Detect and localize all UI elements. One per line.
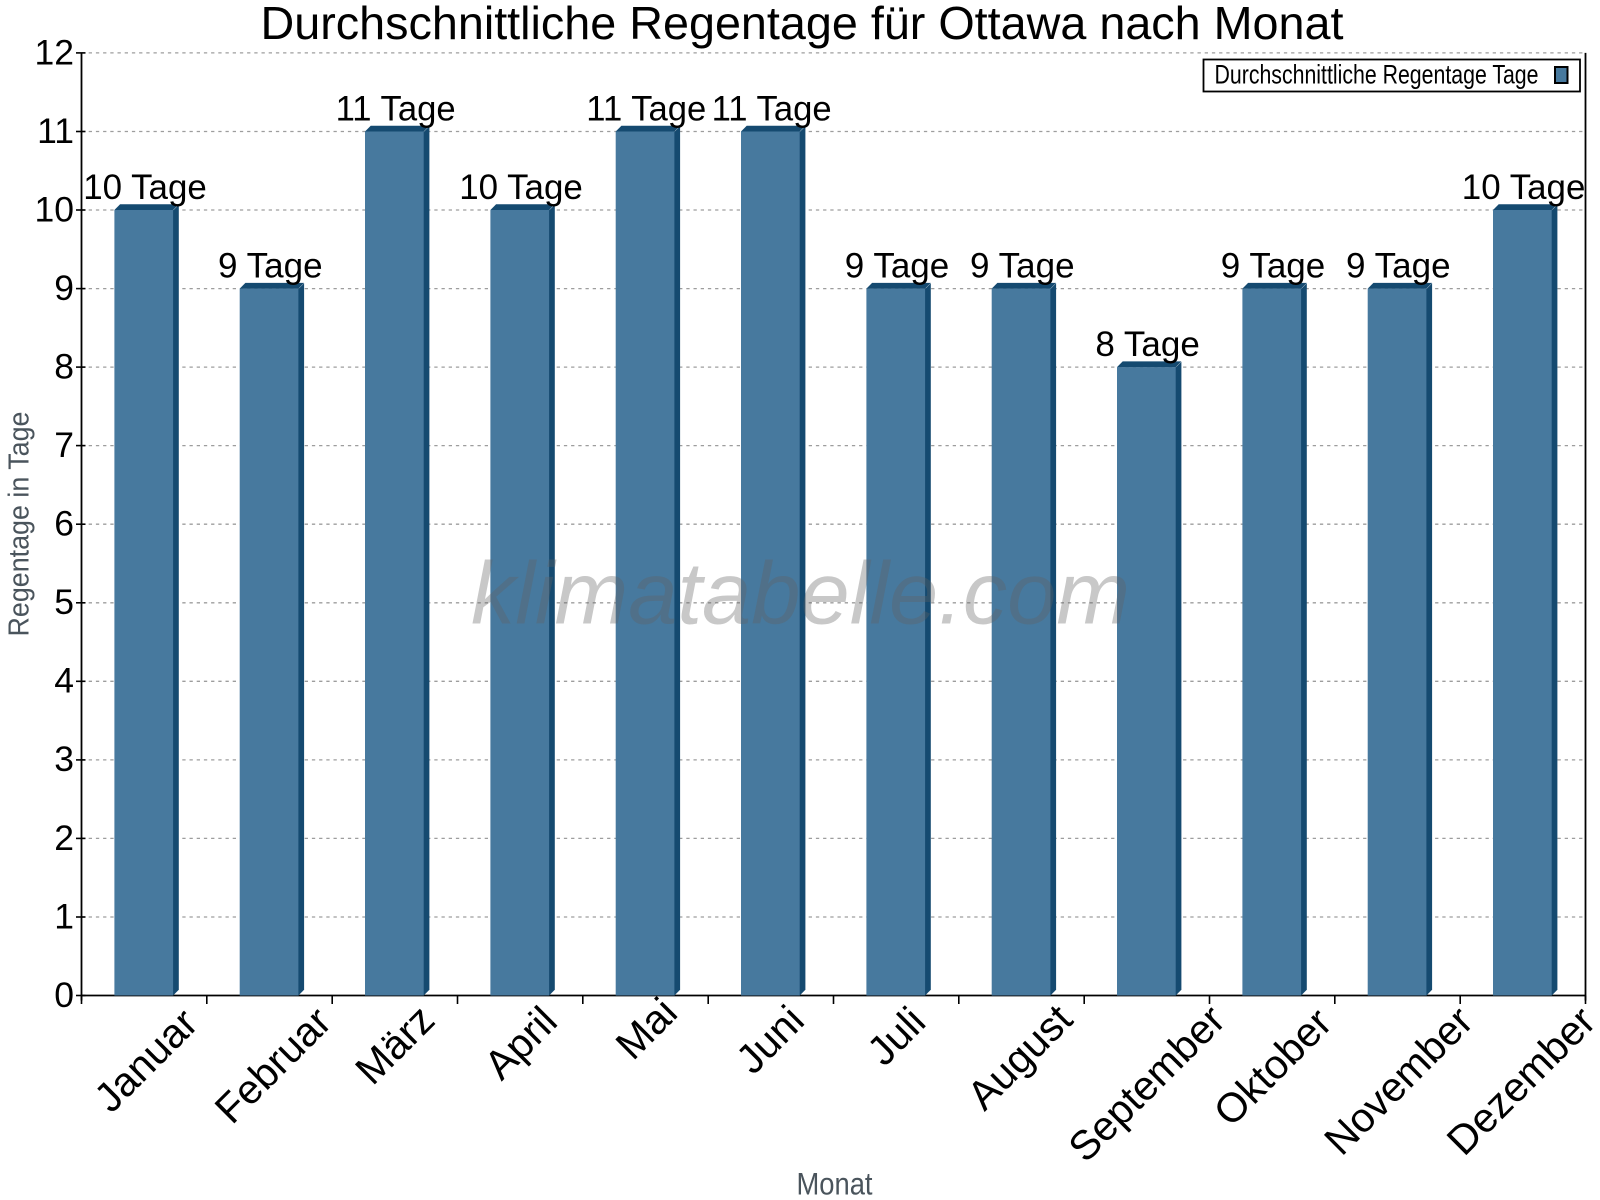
- svg-text:1: 1: [54, 896, 74, 936]
- svg-text:4: 4: [54, 661, 74, 701]
- svg-text:10 Tage: 10 Tage: [459, 168, 583, 207]
- svg-text:10 Tage: 10 Tage: [1462, 168, 1586, 207]
- svg-text:9 Tage: 9 Tage: [218, 247, 323, 286]
- svg-text:3: 3: [54, 739, 74, 779]
- svg-text:11 Tage: 11 Tage: [586, 90, 706, 129]
- svg-text:9 Tage: 9 Tage: [1346, 247, 1451, 286]
- svg-text:Regentage in Tage: Regentage in Tage: [4, 412, 36, 637]
- svg-text:0: 0: [54, 975, 74, 1015]
- svg-text:12: 12: [35, 32, 75, 72]
- svg-text:7: 7: [54, 425, 74, 465]
- svg-text:11 Tage: 11 Tage: [712, 90, 832, 129]
- svg-text:6: 6: [54, 504, 74, 544]
- svg-text:9 Tage: 9 Tage: [970, 247, 1075, 286]
- svg-text:Durchschnittliche Regentage Ta: Durchschnittliche Regentage Tage: [1215, 60, 1539, 90]
- svg-text:9 Tage: 9 Tage: [1221, 247, 1326, 286]
- svg-text:2: 2: [54, 818, 74, 858]
- svg-text:klimatabelle.com: klimatabelle.com: [471, 544, 1130, 643]
- svg-text:10: 10: [35, 189, 75, 229]
- svg-text:10 Tage: 10 Tage: [83, 168, 207, 207]
- svg-text:8 Tage: 8 Tage: [1095, 325, 1200, 364]
- svg-text:11: 11: [37, 111, 74, 151]
- svg-text:8: 8: [54, 347, 74, 387]
- svg-text:11 Tage: 11 Tage: [336, 90, 456, 129]
- svg-text:Durchschnittliche Regentage fü: Durchschnittliche Regentage für Ottawa n…: [261, 0, 1344, 49]
- svg-text:Monat: Monat: [797, 1166, 873, 1200]
- svg-text:5: 5: [54, 582, 74, 622]
- svg-text:9: 9: [54, 268, 74, 308]
- svg-text:9 Tage: 9 Tage: [845, 247, 950, 286]
